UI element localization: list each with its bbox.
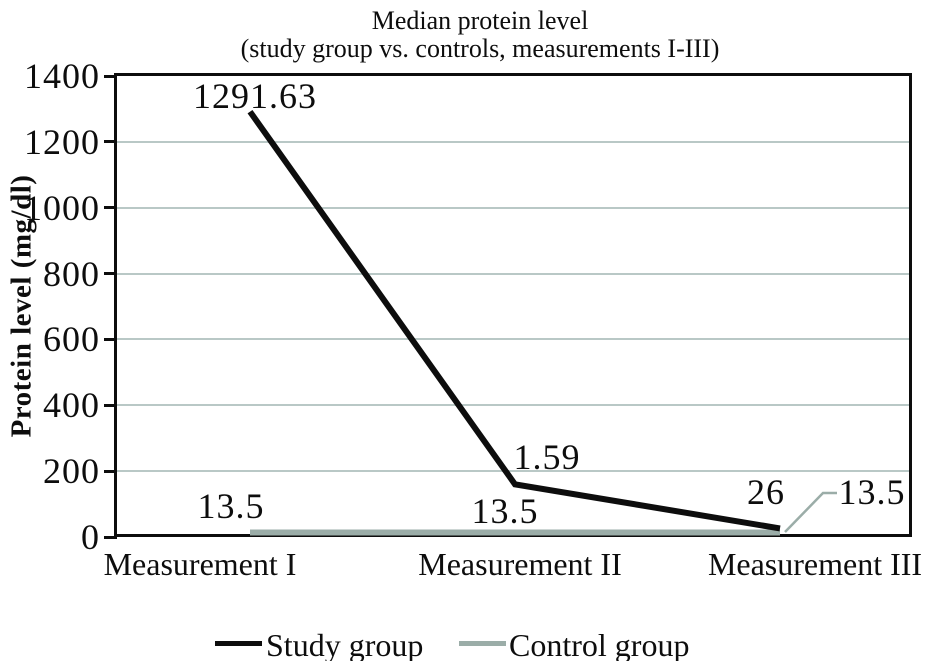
legend-label-control-group: Control group (509, 627, 690, 661)
chart-title: Median protein level (371, 6, 589, 35)
y-axis-tick-label: 800 (43, 253, 100, 294)
y-axis-tick-label: 600 (43, 319, 100, 360)
gridline (117, 404, 912, 407)
y-axis-tick (104, 140, 117, 144)
data-label-control-group-1: 13.5 (197, 486, 265, 526)
data-label-study-group-3: 26 (747, 472, 785, 512)
series-plot (247, 109, 837, 536)
gridline (117, 272, 912, 275)
data-label-control-group-3: 13.5 (838, 472, 906, 512)
study-group-line (247, 109, 781, 532)
y-axis-tick-label: 1200 (24, 121, 100, 162)
y-axis-tick-label: 0 (81, 517, 100, 557)
legend-swatch-study-group (215, 641, 262, 646)
gridline (117, 470, 912, 473)
gridline (117, 206, 912, 209)
y-axis-tick (104, 74, 117, 78)
x-axis-category-label: Measurement II (418, 546, 622, 582)
x-axis-category-label: Measurement III (707, 546, 923, 582)
data-label-control-group-2: 13.5 (471, 491, 539, 531)
legend-label-study-group: Study group (266, 627, 424, 661)
y-axis-tick (104, 337, 117, 341)
gridline (117, 140, 912, 143)
y-axis-tick-label: 1400 (24, 56, 100, 96)
x-axis-category-label: Measurement I (103, 546, 297, 582)
chart-subtitle: (study group vs. controls, measurements … (240, 34, 720, 63)
y-axis-tick (104, 403, 117, 407)
legend-swatch-control-group (459, 641, 506, 646)
data-label-study-group-1: 1291.63 (193, 76, 317, 116)
y-axis-tick (104, 535, 117, 539)
gridline (117, 338, 912, 341)
data-label-study-group-2: 1.59 (513, 437, 581, 477)
callout-leader-line (784, 491, 837, 533)
y-axis-tick (104, 272, 117, 276)
y-axis-tick-label: 1000 (24, 187, 100, 228)
y-axis-tick-label: 400 (43, 385, 100, 426)
y-axis-tick-label: 200 (43, 451, 100, 492)
y-axis-tick (104, 469, 117, 473)
y-axis-tick (104, 206, 117, 210)
